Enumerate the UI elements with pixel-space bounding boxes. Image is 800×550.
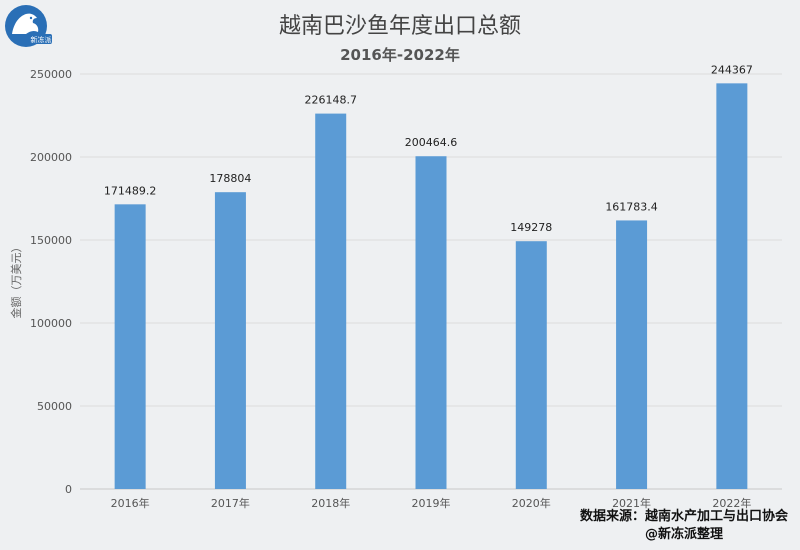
y-tick-label: 150000 (30, 234, 72, 247)
x-tick-label: 2019年 (412, 496, 451, 510)
x-tick-label: 2020年 (512, 496, 551, 510)
y-tick-label: 0 (65, 483, 72, 496)
data-label: 149278 (510, 221, 552, 234)
y-tick-label: 50000 (37, 400, 72, 413)
data-label: 244367 (711, 63, 753, 76)
bar (315, 113, 347, 490)
chart-subtitle: 2016年-2022年 (340, 46, 460, 64)
bar (716, 83, 748, 490)
y-axis-ticks: 0 50000 100000 150000 200000 250000 (30, 68, 72, 496)
data-label: 161783.4 (605, 200, 658, 213)
bars (114, 83, 748, 490)
data-labels: 171489.2 178804 226148.7 200464.6 149278 1617… (104, 63, 753, 234)
source-note: 数据来源：越南水产加工与出口协会 @新冻派整理 (580, 508, 788, 544)
bar (515, 241, 547, 489)
y-tick-label: 250000 (30, 68, 72, 81)
x-tick-label: 2021年 (612, 496, 651, 510)
x-tick-label: 2022年 (712, 496, 751, 510)
x-tick-label: 2017年 (211, 496, 250, 510)
y-tick-label: 200000 (30, 151, 72, 164)
x-tick-label: 2018年 (311, 496, 350, 510)
brand-logo: 新冻派 (4, 4, 54, 48)
data-label: 178804 (209, 172, 251, 185)
data-label: 200464.6 (405, 136, 458, 149)
x-axis-ticks: 2016年 2017年 2018年 2019年 2020年 2021年 2022年 (111, 496, 752, 510)
bar (415, 156, 447, 489)
bar (114, 204, 146, 489)
data-label: 171489.2 (104, 184, 157, 197)
y-axis-label: 金额（万美元） (9, 242, 23, 319)
data-label: 226148.7 (304, 94, 357, 107)
source-line: 数据来源：越南水产加工与出口协会 (579, 509, 788, 524)
chart-title: 越南巴沙鱼年度出口总额 (279, 14, 521, 39)
logo-text: 新冻派 (31, 35, 52, 44)
x-tick-label: 2016年 (111, 496, 150, 510)
credit-line: @新冻派整理 (644, 527, 723, 542)
bar (214, 192, 246, 489)
y-tick-label: 100000 (30, 317, 72, 330)
bar (616, 220, 648, 489)
